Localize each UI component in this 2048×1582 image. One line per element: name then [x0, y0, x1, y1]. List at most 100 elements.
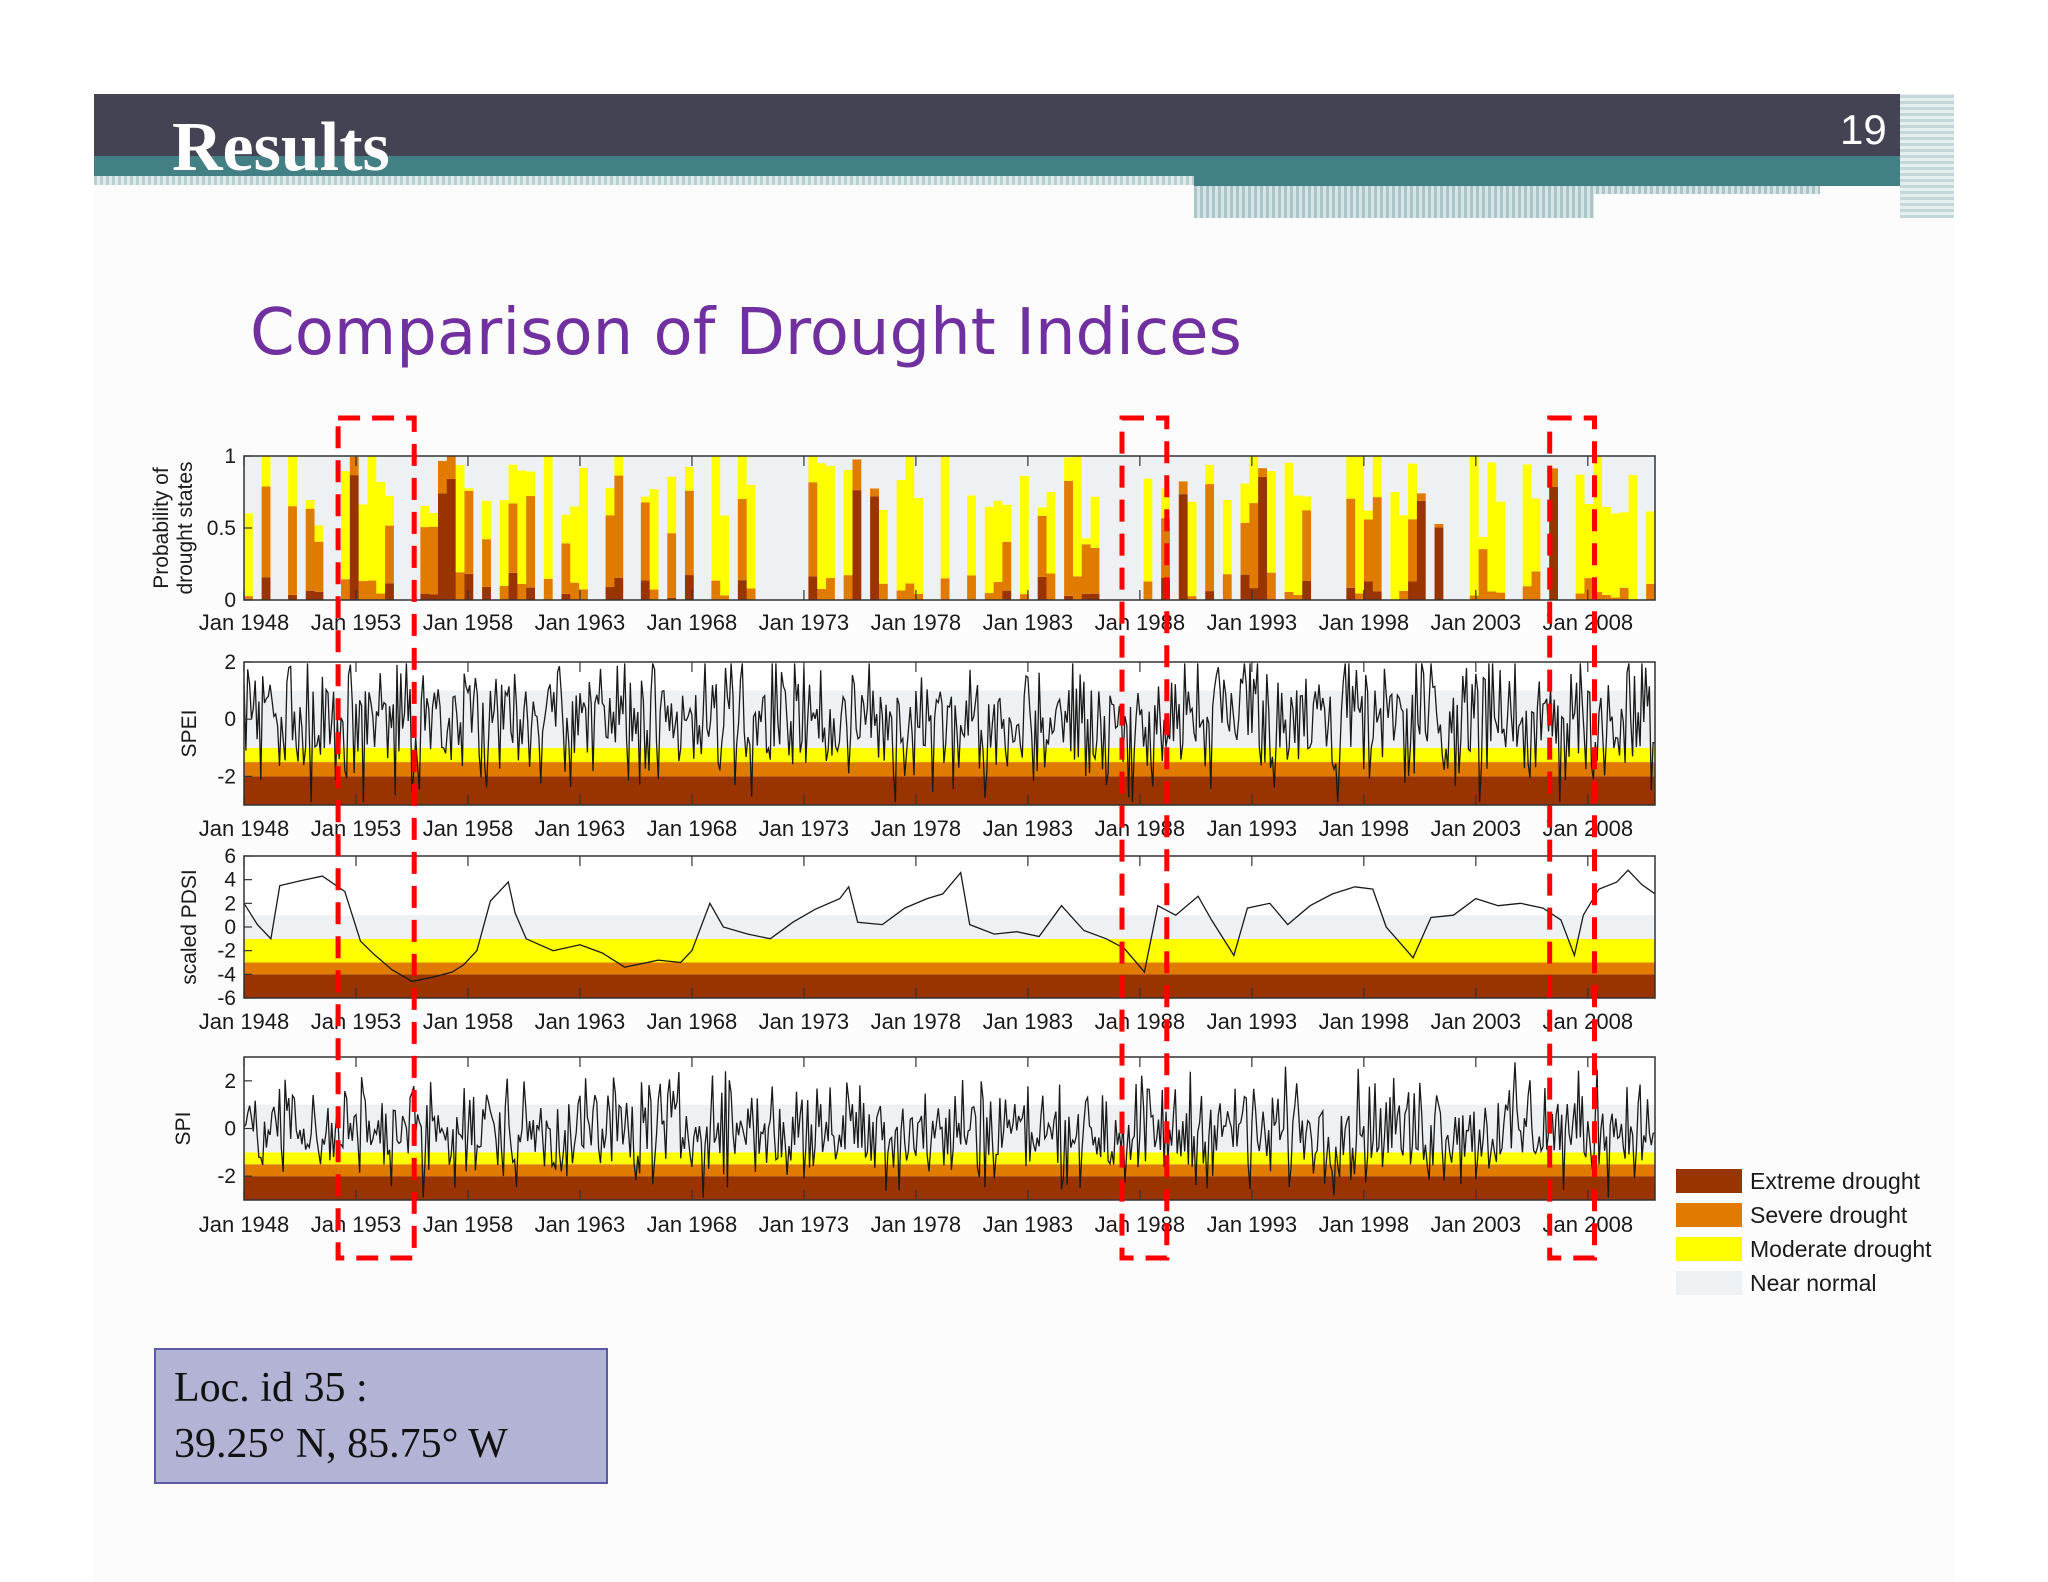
- probability-stripe: [1513, 456, 1524, 600]
- y-axis-label: SPEI: [178, 710, 201, 758]
- probability-stripe: [279, 456, 289, 600]
- x-tick-label: Jan 1983: [983, 1212, 1074, 1237]
- probability-stripe: [1178, 481, 1189, 495]
- probability-stripe: [385, 495, 395, 526]
- chart-legend: Extreme drought Severe drought Moderate …: [1676, 1164, 1932, 1300]
- probability-stripe: [420, 456, 430, 506]
- probability-stripe: [808, 482, 818, 577]
- probability-stripe: [1240, 522, 1250, 575]
- probability-stripe: [1020, 456, 1030, 476]
- probability-stripe: [1187, 596, 1198, 600]
- probability-stripe: [420, 505, 430, 528]
- probability-stripe: [490, 456, 501, 600]
- y-tick-label: 2: [224, 1070, 236, 1093]
- probability-stripe: [1328, 456, 1339, 600]
- probability-stripe: [570, 582, 580, 600]
- probability-stripe: [526, 496, 536, 588]
- probability-stripe: [605, 515, 615, 588]
- probability-stripe: [1637, 456, 1647, 600]
- probability-stripe: [1002, 541, 1012, 591]
- probability-stripe: [358, 581, 369, 600]
- probability-stripe: [1240, 456, 1250, 484]
- probability-stripe: [1381, 456, 1392, 600]
- probability-stripe: [261, 577, 272, 600]
- probability-stripe: [1452, 456, 1462, 600]
- page-number: 19: [1840, 106, 1887, 153]
- probability-stripe: [1249, 503, 1259, 589]
- probability-stripe: [1434, 456, 1444, 524]
- probability-stripe: [1346, 587, 1356, 600]
- probability-stripe: [1363, 581, 1374, 600]
- probability-stripe: [1258, 456, 1268, 469]
- probability-stripe: [1584, 578, 1594, 600]
- probability-stripe: [1072, 456, 1083, 577]
- x-tick-label: Jan 1958: [423, 610, 514, 635]
- probability-stripe: [1487, 591, 1497, 600]
- probability-stripe: [1011, 456, 1021, 600]
- x-tick-label: Jan 1988: [1095, 1009, 1186, 1034]
- probability-stripe: [826, 578, 836, 600]
- probability-stripe: [314, 456, 324, 526]
- y-axis-label: drought states: [174, 461, 197, 594]
- x-tick-label: Jan 1953: [311, 610, 402, 635]
- probability-stripe: [1072, 576, 1083, 600]
- legend-label: Extreme drought: [1750, 1167, 1921, 1194]
- probability-stripe: [429, 526, 439, 595]
- x-tick-label: Jan 1953: [311, 1212, 402, 1237]
- probability-stripe: [737, 456, 748, 500]
- probability-stripe: [1610, 456, 1621, 514]
- probability-stripe: [1549, 468, 1559, 487]
- legend-label: Severe drought: [1750, 1201, 1908, 1228]
- location-coordinates: 39.25° N, 85.75° W: [174, 1421, 508, 1467]
- probability-stripe: [464, 488, 474, 491]
- probability-stripe: [1363, 510, 1374, 520]
- legend-label: Moderate drought: [1750, 1235, 1932, 1262]
- probability-stripe: [746, 456, 757, 485]
- y-axis-label: scaled PDSI: [178, 869, 201, 985]
- y-tick-label: -6: [217, 987, 236, 1010]
- probability-stripe: [843, 575, 854, 600]
- probability-stripe: [1205, 591, 1215, 600]
- probability-stripe: [1117, 456, 1127, 600]
- series-line-PDSI: [243, 869, 1656, 983]
- probability-stripe: [1143, 478, 1153, 582]
- probability-stripe: [940, 578, 951, 600]
- x-tick-label: Jan 1988: [1095, 1212, 1186, 1237]
- probability-stripe: [1487, 456, 1497, 463]
- probability-stripe: [1143, 581, 1153, 600]
- probability-stripe: [1619, 587, 1630, 600]
- probability-stripe: [464, 456, 474, 489]
- probability-stripe: [464, 573, 474, 600]
- highlight-box: [335, 415, 417, 1261]
- probability-stripe: [570, 456, 580, 507]
- x-tick-label: Jan 1978: [871, 1212, 962, 1237]
- probability-stripe: [773, 456, 783, 600]
- probability-stripe: [764, 456, 774, 600]
- probability-stripe: [296, 456, 307, 600]
- y-tick-label: 0: [224, 916, 236, 939]
- probability-stripe: [561, 514, 571, 544]
- probability-stripe: [1293, 495, 1303, 596]
- probability-stripe: [1311, 456, 1321, 600]
- probability-stripe: [385, 525, 395, 584]
- probability-stripe: [614, 456, 624, 476]
- band-moderate: [244, 1152, 1655, 1165]
- probability-stripe: [1302, 580, 1312, 600]
- probability-stripe: [737, 499, 748, 581]
- probability-stripe: [1593, 456, 1603, 593]
- probability-stripe: [499, 500, 510, 586]
- probability-stripe: [305, 500, 316, 509]
- probability-stripe: [1090, 593, 1101, 600]
- probability-stripe: [640, 456, 651, 497]
- probability-stripe: [1302, 496, 1312, 511]
- probability-stripe: [1557, 456, 1568, 600]
- probability-stripe: [1408, 519, 1418, 582]
- probability-stripe: [1222, 574, 1233, 600]
- probability-stripe: [781, 456, 792, 600]
- probability-stripe: [1258, 476, 1268, 600]
- x-tick-label: Jan 2003: [1431, 816, 1522, 841]
- band-severe: [244, 762, 1655, 777]
- probability-stripe: [905, 456, 915, 584]
- slide-background: [94, 94, 1954, 1582]
- y-axis-label: Probability of: [150, 467, 173, 589]
